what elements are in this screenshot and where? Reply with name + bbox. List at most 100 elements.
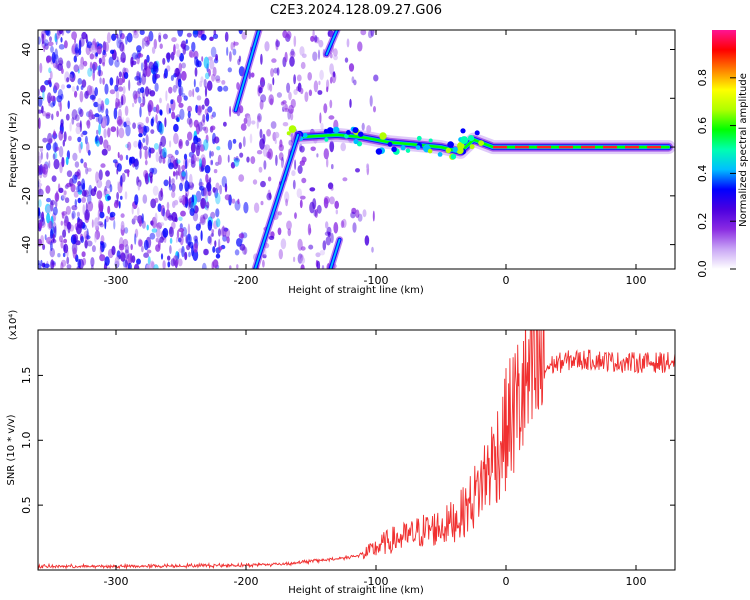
spectrogram-speckle (202, 187, 207, 197)
spectrogram-speckle (188, 118, 193, 128)
spectrogram-speckle (74, 161, 80, 168)
spectrogram-speckle (333, 48, 338, 57)
spectrogram-speckle (323, 148, 329, 160)
spectrogram-speckle (180, 40, 187, 50)
spectrogram-speckle (207, 190, 211, 196)
spectrogram-speckle (62, 229, 67, 238)
spectrogram-ridge-blob (447, 141, 454, 148)
spectrogram-speckle (89, 53, 95, 60)
colorbar-tick-label: 0.0 (696, 260, 709, 278)
spectrogram-speckle (93, 186, 97, 193)
spectrogram-speckle (113, 201, 119, 209)
spectrogram-speckle (77, 189, 83, 195)
spectrogram-speckle (329, 140, 335, 153)
spectrogram-speckle (99, 211, 105, 219)
spectrogram-speckle (60, 220, 63, 226)
spectrogram-speckle (185, 39, 188, 44)
spectrogram-speckle (141, 213, 144, 224)
spectrogram-speckle (170, 99, 174, 105)
spectrogram-speckle (96, 45, 102, 55)
spectrogram-speckle (71, 213, 75, 220)
spectrogram-speckle (310, 35, 315, 42)
spectrogram-speckle (213, 169, 218, 174)
spectrogram-speckle (294, 159, 297, 170)
spectrogram-speckle (246, 156, 250, 163)
spectrogram-speckle (139, 102, 145, 108)
spectrogram-speckle (154, 212, 158, 224)
spectrogram-speckle (159, 43, 163, 49)
spectrogram-speckle (92, 63, 96, 74)
spectrogram-speckle (44, 43, 49, 50)
spectrogram-speckle (290, 48, 295, 56)
spectrogram-y-ticks: -40 -20 0 20 40 (20, 43, 675, 254)
spectrogram-speckle (238, 174, 245, 182)
spectrogram-speckle (132, 122, 137, 129)
spectrogram-speckle (51, 175, 57, 182)
spectrogram-x-tick-label: 100 (626, 274, 647, 287)
snr-x-ticks: -300 -200 -100 0 100 (104, 330, 647, 588)
spectrogram-speckle (122, 238, 129, 247)
spectrogram-speckle (154, 74, 161, 79)
spectrogram-speckle (60, 262, 64, 269)
spectrogram-speckle (65, 30, 71, 34)
spectrogram-speckle (53, 129, 56, 141)
spectrogram-speckle (209, 36, 214, 41)
spectrogram-speckle (266, 129, 271, 137)
spectrogram-speckle (329, 63, 334, 75)
spectrogram-speckle (57, 30, 62, 36)
spectrogram-speckle (53, 158, 60, 170)
spectrogram-speckle (123, 72, 129, 79)
spectrogram-speckle (46, 212, 51, 224)
spectrogram-speckle (54, 225, 57, 238)
spectrogram-speckle (87, 240, 93, 247)
snr-frame (37, 329, 676, 571)
spectrogram-speckle (73, 237, 77, 245)
spectrogram-ridge-blob (327, 127, 334, 134)
spectrogram-speckle (202, 213, 208, 220)
spectrogram-speckle (66, 256, 70, 265)
spectrogram-speckle (294, 212, 297, 220)
spectrogram-speckle (151, 116, 155, 124)
spectrogram-ridge-blob (353, 138, 359, 145)
spectrogram-speckle (104, 98, 110, 106)
spectrogram-speckle (42, 137, 48, 143)
spectrogram-speckle (176, 117, 180, 123)
spectrogram-speckle (120, 213, 125, 218)
spectrogram-speckle (101, 148, 108, 156)
spectrogram-speckle (201, 262, 207, 269)
spectrogram-speckle (181, 245, 185, 258)
spectrogram-speckle (221, 80, 226, 85)
spectrogram-speckle (282, 106, 285, 112)
spectrogram-speckle (82, 60, 88, 67)
spectrogram-speckle (66, 77, 70, 83)
spectrogram-speckle (145, 134, 149, 146)
spectrogram-speckle (177, 78, 182, 88)
spectrogram-speckle (39, 62, 43, 74)
spectrogram-speckle (216, 146, 221, 151)
spectrogram-speckle (168, 162, 174, 170)
spectrogram-speckle (274, 138, 277, 145)
spectrogram-speckle (72, 247, 77, 259)
spectrogram-speckle (325, 221, 329, 229)
spectrogram-speckle (204, 164, 211, 174)
spectrogram-speckle (53, 82, 60, 91)
spectrogram-speckle (189, 51, 193, 58)
spectrogram-speckle (66, 170, 73, 178)
spectrogram-speckle (259, 128, 263, 139)
spectrogram-speckle (99, 245, 103, 257)
spectrogram-speckle (105, 190, 111, 195)
spectrogram-speckle (212, 246, 216, 253)
spectrogram-speckle (316, 153, 319, 158)
spectrogram-speckle (219, 184, 223, 195)
spectrogram-speckle (178, 216, 183, 222)
spectrogram-speckle (118, 86, 124, 92)
spectrogram-speckle (116, 75, 119, 88)
spectrogram-speckle (132, 102, 135, 108)
spectrogram-speckle (287, 228, 292, 237)
spectrogram-speckle (220, 226, 227, 237)
snr-x-tick-label: -100 (364, 575, 389, 588)
spectrogram-speckle (102, 41, 107, 53)
spectrogram-ridge-blob (391, 146, 397, 153)
spectrogram-speckle (47, 79, 52, 85)
